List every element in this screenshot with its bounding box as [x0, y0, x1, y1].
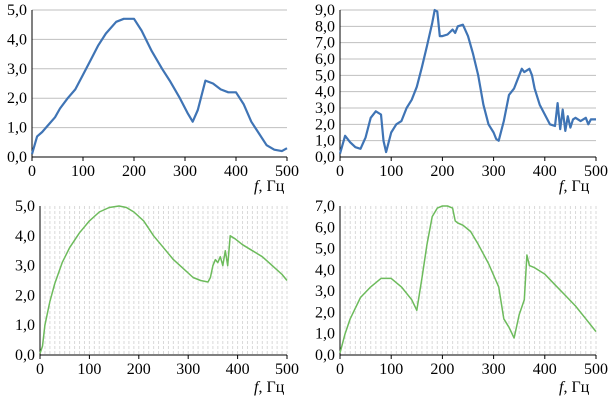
x-tick-label: 400 [224, 163, 248, 180]
y-tick-label: 4,0 [7, 31, 27, 48]
y-tick-label: 4,0 [15, 228, 35, 245]
x-tick-label: 100 [379, 361, 403, 378]
x-tick-label: 300 [173, 163, 197, 180]
y-tick-label: 0,0 [315, 149, 335, 166]
series-line [39, 205, 288, 354]
x-tick-label: 0 [36, 361, 44, 378]
y-tick-label: 0,0 [315, 347, 335, 364]
series-line [30, 17, 288, 155]
y-tick-label: 4,0 [315, 262, 335, 279]
x-axis-label: f, Гц [254, 379, 285, 396]
y-tick-label: 6,0 [315, 219, 335, 236]
x-tick-label: 0 [28, 163, 36, 180]
y-tick-label: 8,0 [315, 18, 335, 35]
series-line [338, 8, 596, 155]
chart-panel-2: 0,01,02,03,04,05,06,07,08,09,0 0 100 200 300… [315, 2, 608, 195]
x-axis-label-unit: , Гц [563, 379, 589, 396]
y-tick-label: 1,0 [315, 133, 335, 150]
y-tick-label: 5,0 [315, 67, 335, 84]
x-tick-label: 400 [533, 361, 557, 378]
x-tick-label: 200 [127, 361, 151, 378]
x-tick-label: 500 [584, 163, 608, 180]
y-tick-label: 3,0 [15, 258, 35, 275]
x-tick-label: 300 [482, 163, 506, 180]
x-tick-label: 100 [379, 163, 403, 180]
x-axis-label-var: f [254, 178, 261, 195]
x-tick-label: 400 [226, 361, 250, 378]
x-axis-label: f, Гц [254, 178, 285, 195]
x-axis-label-unit: , Гц [258, 379, 284, 396]
y-tick-label: 5,0 [15, 198, 35, 215]
x-axis-label-unit: , Гц [258, 178, 284, 195]
x-tick-label: 400 [533, 163, 557, 180]
y-tick-label: 2,0 [7, 90, 27, 107]
y-tick-label: 6,0 [315, 51, 335, 68]
y-tick-label: 2,0 [15, 287, 35, 304]
x-tick-label: 200 [430, 163, 454, 180]
y-tick-label: 3,0 [315, 283, 335, 300]
y-tick-label: 7,0 [315, 35, 335, 52]
x-tick-label: 0 [336, 163, 344, 180]
y-tick-label: 2,0 [315, 304, 335, 321]
y-tick-label: 2,0 [315, 116, 335, 133]
chart-panel-4: 0,0 1,0 2,0 3,0 4,0 5,0 6,0 7,0 0 100 200 300 400 500… [315, 198, 608, 396]
x-axis-label-unit: , Гц [563, 178, 589, 195]
y-tick-label: 0,0 [15, 347, 35, 364]
y-tick-label: 5,0 [7, 2, 27, 19]
x-tick-label: 300 [176, 361, 200, 378]
y-tick-label: 1,0 [7, 120, 27, 137]
x-tick-label: 100 [71, 163, 95, 180]
series-line [339, 205, 597, 354]
x-axis-label: f, Гц [559, 178, 590, 195]
x-tick-label: 200 [430, 361, 454, 378]
y-tick-label: 3,0 [315, 100, 335, 117]
x-axis-label: f, Гц [559, 379, 590, 396]
x-tick-label: 0 [336, 361, 344, 378]
y-tick-label: 3,0 [7, 61, 27, 78]
x-axis-label-var: f [254, 379, 261, 396]
x-tick-label: 500 [584, 361, 608, 378]
x-tick-label: 300 [482, 361, 506, 378]
x-axis-label-var: f [559, 178, 566, 195]
x-tick-label: 100 [77, 361, 101, 378]
x-tick-label: 200 [122, 163, 146, 180]
x-tick-label: 500 [275, 163, 299, 180]
y-tick-label: 1,0 [15, 317, 35, 334]
x-axis-label-var: f [559, 379, 566, 396]
y-tick-label: 4,0 [315, 84, 335, 101]
x-tick-label: 500 [275, 361, 299, 378]
y-tick-label: 5,0 [315, 241, 335, 258]
y-tick-label: 0,0 [7, 149, 27, 166]
y-tick-label: 9,0 [315, 2, 335, 19]
y-tick-label: 7,0 [315, 198, 335, 215]
y-tick-label: 1,0 [315, 326, 335, 343]
